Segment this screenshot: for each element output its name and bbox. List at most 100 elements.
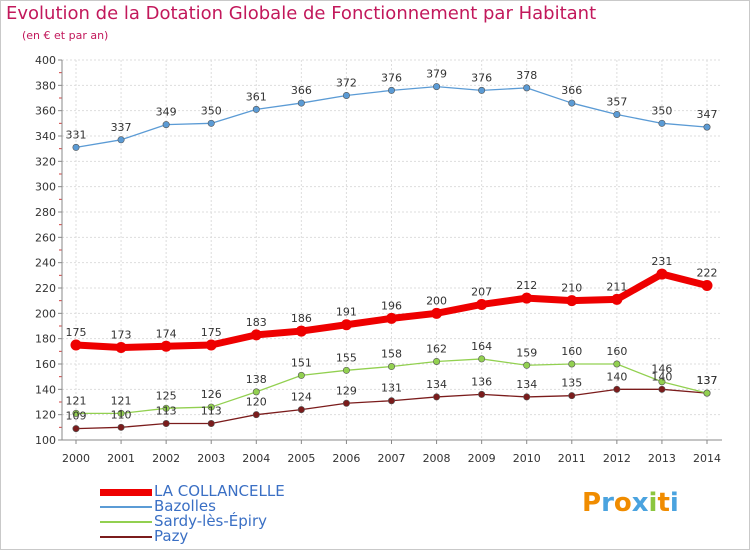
- data-point-pazy: [568, 392, 576, 400]
- data-point-la-collancelle: [521, 292, 533, 304]
- y-tick-label: 140: [35, 383, 56, 396]
- data-point-la-collancelle: [70, 339, 82, 351]
- data-label-pazy: 134: [516, 378, 537, 391]
- data-point-pazy: [342, 399, 350, 407]
- x-tick-label: 2004: [242, 452, 270, 465]
- logo-letter: P: [582, 488, 602, 518]
- data-label-sardy-l-s-piry: 164: [471, 340, 492, 353]
- data-label-bazolles: 378: [516, 69, 537, 82]
- data-label-sardy-l-s-piry: 146: [651, 363, 672, 376]
- data-point-la-collancelle: [611, 293, 623, 305]
- data-label-bazolles: 376: [381, 71, 402, 84]
- y-tick-label: 360: [35, 105, 56, 118]
- data-point-sardy-l-s-piry: [658, 378, 666, 386]
- data-label-bazolles: 349: [156, 106, 177, 119]
- data-point-sardy-l-s-piry: [523, 361, 531, 369]
- data-point-bazolles: [387, 86, 395, 94]
- logo-letter: x: [631, 488, 649, 518]
- y-tick-label: 300: [35, 181, 56, 194]
- data-label-bazolles: 366: [291, 84, 312, 97]
- data-point-la-collancelle: [340, 319, 352, 331]
- x-tick-label: 2006: [332, 452, 360, 465]
- x-tick-label: 2013: [648, 452, 676, 465]
- data-label-sardy-l-s-piry: 121: [111, 394, 132, 407]
- legend-label: Pazy: [154, 527, 189, 545]
- x-tick-label: 2011: [558, 452, 586, 465]
- y-tick-label: 200: [35, 307, 56, 320]
- data-point-pazy: [658, 385, 666, 393]
- legend-swatch: [100, 521, 152, 523]
- data-label-la-collancelle: 207: [471, 285, 492, 298]
- data-point-pazy: [613, 385, 621, 393]
- x-tick-label: 2009: [468, 452, 496, 465]
- legend-swatch: [100, 489, 152, 496]
- logo-letter: i: [648, 488, 658, 518]
- legend-label: LA COLLANCELLE: [154, 482, 285, 500]
- data-point-sardy-l-s-piry: [387, 363, 395, 371]
- y-tick-label: 100: [35, 434, 56, 447]
- data-label-sardy-l-s-piry: 151: [291, 356, 312, 369]
- data-label-la-collancelle: 222: [697, 266, 718, 279]
- data-point-sardy-l-s-piry: [613, 360, 621, 368]
- data-label-la-collancelle: 231: [651, 255, 672, 268]
- data-point-la-collancelle: [115, 342, 127, 354]
- data-label-sardy-l-s-piry: 159: [516, 346, 537, 359]
- data-point-sardy-l-s-piry: [117, 409, 125, 417]
- data-label-la-collancelle: 191: [336, 306, 357, 319]
- data-label-la-collancelle: 211: [606, 280, 627, 293]
- data-label-sardy-l-s-piry: 125: [156, 389, 177, 402]
- legend-label: Sardy-lès-Épiry: [154, 512, 267, 530]
- chart-subtitle: (en € et par an): [22, 29, 109, 42]
- data-point-la-collancelle: [250, 329, 262, 341]
- y-tick-label: 160: [35, 358, 56, 371]
- data-label-la-collancelle: 210: [561, 282, 582, 295]
- data-label-sardy-l-s-piry: 126: [201, 388, 222, 401]
- data-point-sardy-l-s-piry: [433, 357, 441, 365]
- data-label-sardy-l-s-piry: 158: [381, 348, 402, 361]
- data-label-pazy: 124: [291, 391, 312, 404]
- data-point-bazolles: [568, 99, 576, 107]
- y-tick-label: 320: [35, 155, 56, 168]
- data-point-la-collancelle: [476, 298, 488, 310]
- data-point-la-collancelle: [205, 339, 217, 351]
- data-point-bazolles: [297, 99, 305, 107]
- data-point-la-collancelle: [656, 268, 668, 280]
- logo-letter: t: [657, 488, 670, 518]
- data-point-pazy: [478, 390, 486, 398]
- data-label-sardy-l-s-piry: 155: [336, 351, 357, 364]
- data-label-la-collancelle: 174: [156, 327, 177, 340]
- x-tick-label: 2010: [513, 452, 541, 465]
- y-tick-label: 340: [35, 130, 56, 143]
- data-point-pazy: [297, 406, 305, 414]
- data-point-bazolles: [703, 123, 711, 131]
- data-label-sardy-l-s-piry: 162: [426, 342, 447, 355]
- y-tick-label: 120: [35, 409, 56, 422]
- logo-letter: r: [601, 488, 614, 518]
- y-tick-label: 380: [35, 79, 56, 92]
- y-tick-label: 260: [35, 231, 56, 244]
- data-point-sardy-l-s-piry: [342, 366, 350, 374]
- data-point-sardy-l-s-piry: [478, 355, 486, 363]
- data-point-la-collancelle: [701, 279, 713, 291]
- data-point-bazolles: [478, 86, 486, 94]
- data-point-la-collancelle: [566, 295, 578, 307]
- data-point-bazolles: [658, 119, 666, 127]
- data-point-la-collancelle: [386, 312, 397, 324]
- logo-letter: o: [613, 488, 632, 518]
- data-label-pazy: 140: [651, 370, 672, 383]
- data-label-bazolles: 372: [336, 76, 357, 89]
- x-tick-label: 2008: [423, 452, 451, 465]
- data-point-bazolles: [433, 83, 441, 91]
- data-point-pazy: [433, 393, 441, 401]
- legend-swatch: [100, 536, 152, 538]
- data-point-pazy: [162, 420, 170, 428]
- y-tick-label: 240: [35, 257, 56, 270]
- data-label-sardy-l-s-piry: 121: [66, 394, 87, 407]
- data-point-bazolles: [117, 136, 125, 144]
- data-label-pazy: 129: [336, 384, 357, 397]
- data-label-la-collancelle: 200: [426, 294, 447, 307]
- data-label-bazolles: 357: [606, 95, 627, 108]
- data-point-bazolles: [523, 84, 531, 92]
- data-point-pazy: [252, 411, 260, 419]
- y-tick-label: 180: [35, 333, 56, 346]
